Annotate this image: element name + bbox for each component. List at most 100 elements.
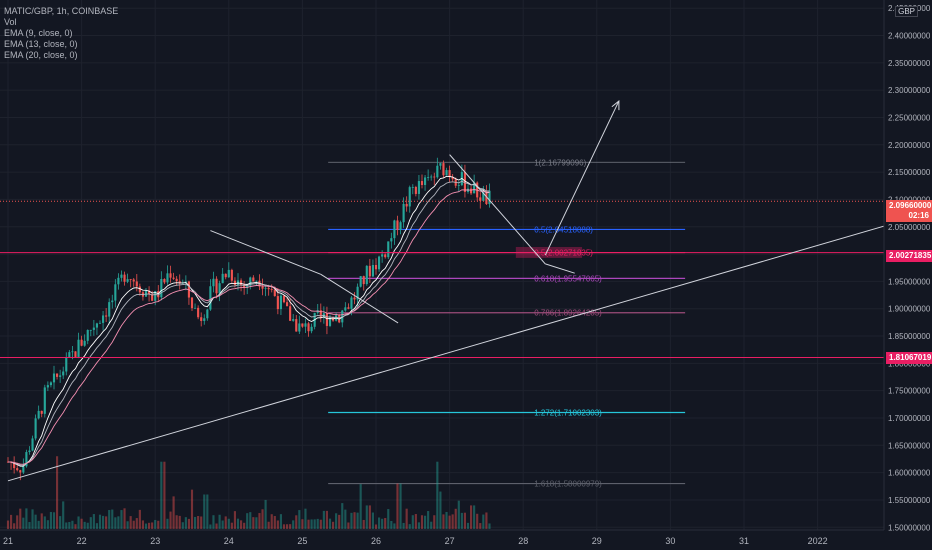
volume-bar	[255, 517, 258, 529]
candle-body	[62, 371, 65, 376]
volume-bar	[154, 519, 157, 529]
candle-body	[273, 289, 276, 297]
candle-body	[95, 323, 99, 328]
volume-bar	[59, 516, 62, 529]
volume-bar	[365, 505, 368, 529]
volume-bar	[264, 499, 267, 529]
candle-body	[252, 277, 255, 282]
candle-body	[80, 339, 83, 346]
candle-body	[405, 203, 408, 207]
x-tick-label: 30	[665, 536, 675, 546]
candle-body	[218, 283, 221, 294]
volume-bar	[479, 523, 482, 529]
volume-bar	[95, 523, 99, 529]
candle-body	[215, 278, 218, 294]
y-tick-label: 1.50000000	[888, 523, 931, 532]
candle-body	[197, 307, 200, 318]
volume-bar	[270, 514, 273, 529]
y-tick-label: 1.90000000	[888, 305, 931, 314]
candle-body	[356, 286, 359, 300]
candle-body	[172, 277, 175, 279]
y-tick-label: 2.25000000	[888, 113, 931, 122]
candle-body	[68, 352, 71, 358]
candle-body	[239, 280, 243, 285]
candle-body	[190, 297, 194, 309]
price-axis-bg	[884, 0, 932, 550]
volume-bar	[65, 522, 68, 529]
volume-bar	[466, 522, 470, 529]
volume-bar	[166, 518, 169, 529]
volume-bar	[212, 515, 215, 529]
volume-bar	[377, 517, 381, 529]
candle-body	[396, 220, 399, 231]
candle-body	[138, 286, 141, 293]
volume-bar	[368, 505, 371, 529]
volume-bar	[74, 524, 77, 529]
currency-label[interactable]: GBP	[895, 6, 918, 17]
candle-body	[71, 351, 74, 353]
fib-label: 0.5(2.04518088)	[534, 225, 593, 234]
candle-body	[77, 339, 80, 357]
candle-body	[65, 357, 68, 372]
volume-bar	[420, 515, 424, 529]
candle-body	[129, 279, 132, 280]
volume-bar	[295, 515, 298, 529]
candle-body	[40, 410, 43, 414]
volume-bar	[25, 508, 28, 529]
candle-body	[463, 172, 467, 192]
level-tag-lower: 1.81067019	[886, 352, 932, 364]
candle-body	[89, 329, 92, 331]
candle-body	[307, 323, 310, 332]
trendline	[545, 263, 575, 274]
volume-bar	[282, 524, 286, 529]
candle-body	[289, 306, 292, 321]
x-tick-label: 22	[77, 536, 87, 546]
volume-bar	[187, 518, 191, 529]
volume-bar	[405, 508, 408, 529]
volume-bar	[350, 512, 353, 529]
x-tick-label: 27	[445, 536, 455, 546]
volume-bar	[390, 520, 393, 529]
volume-bar	[414, 514, 417, 529]
volume-bar	[319, 519, 322, 529]
candle-body	[19, 470, 22, 473]
candle-body	[34, 418, 37, 439]
candle-body	[417, 181, 421, 194]
volume-bar	[411, 515, 414, 529]
volume-bar	[433, 515, 436, 529]
volume-bar	[83, 521, 86, 529]
candle-body	[279, 295, 283, 310]
volume-bar	[147, 522, 151, 529]
volume-bar	[190, 489, 194, 529]
volume-bar	[98, 514, 102, 529]
volume-bar	[31, 509, 34, 529]
volume-bar	[457, 500, 460, 529]
candle-body	[249, 277, 252, 286]
volume-bar	[258, 513, 261, 529]
candle-body	[132, 279, 135, 282]
candle-body	[362, 276, 365, 285]
candle-body	[193, 307, 197, 309]
x-tick-label: 31	[739, 536, 749, 546]
volume-bar	[310, 519, 313, 529]
volume-bar	[230, 522, 233, 529]
volume-bar	[423, 515, 427, 529]
candle-body	[347, 307, 350, 309]
y-tick-label: 2.30000000	[888, 86, 931, 95]
candle-body	[411, 186, 414, 188]
candle-body	[304, 323, 307, 327]
volume-bar	[92, 514, 95, 529]
candle-body	[365, 265, 368, 285]
y-tick-label: 1.55000000	[888, 496, 931, 505]
candle-body	[227, 269, 230, 278]
fib-label: 1.618(1.58000979)	[534, 480, 602, 489]
volume-bar	[157, 520, 160, 529]
volume-bar	[261, 509, 264, 529]
volume-bar	[347, 522, 350, 529]
candle-body	[310, 326, 313, 332]
volume-bar	[249, 512, 252, 529]
volume-bar	[184, 517, 187, 529]
fibonacci-levels: 1(2.16799096)0.5(2.04518088)0.5(2.002718…	[328, 158, 686, 489]
volume-bar	[181, 522, 184, 529]
